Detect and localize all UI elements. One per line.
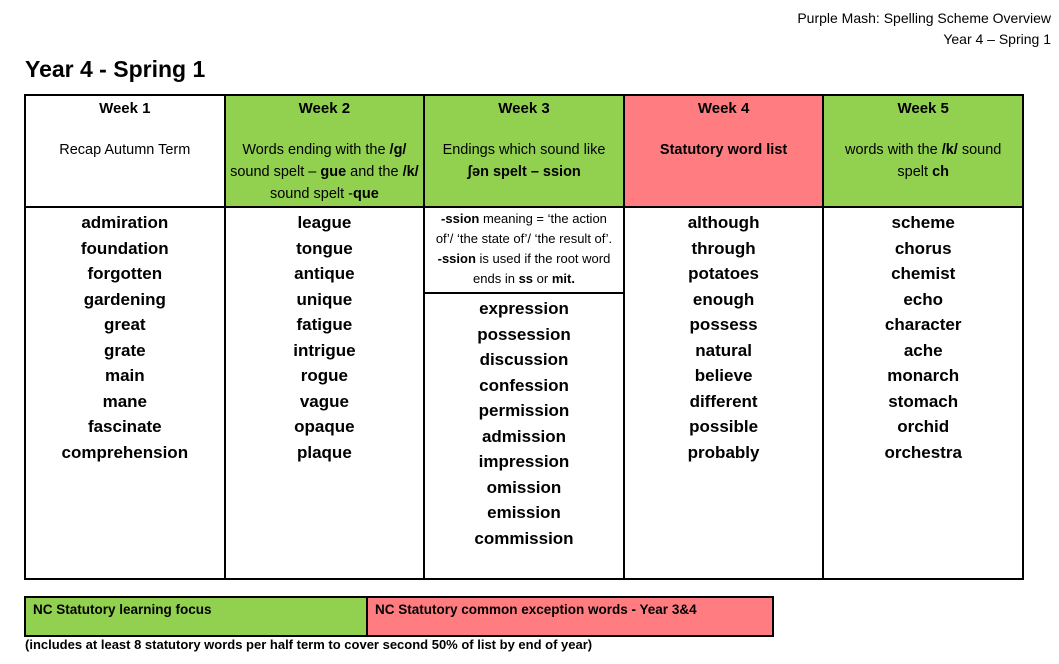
- spelling-word: forgotten: [87, 264, 163, 283]
- spelling-word: natural: [695, 340, 752, 360]
- week-4-words: although through potatoes enough possess natu…: [622, 206, 825, 580]
- spelling-word: enough: [692, 289, 755, 309]
- spelling-word: chorus: [894, 238, 952, 258]
- spelling-word: character: [884, 315, 962, 334]
- spelling-word: vague: [299, 391, 349, 411]
- spelling-word: unique: [296, 289, 353, 309]
- spelling-word: emission: [487, 503, 561, 522]
- spelling-word: mane: [102, 391, 147, 411]
- key-statutory-focus: NC Statutory learning focus: [24, 596, 368, 637]
- week-3-words: -ssion meaning = ‘the action of’/ ‘the s…: [423, 206, 625, 580]
- spelling-word: grate: [104, 340, 146, 360]
- week-2-description: Words ending with the /g/ sound spelt – …: [230, 142, 419, 202]
- week-4-description: Statutory word list: [659, 142, 788, 158]
- spelling-word: possession: [477, 324, 571, 344]
- spelling-word: stomach: [888, 391, 959, 411]
- week-5-words: scheme chorus chemist echo character ache mona…: [822, 206, 1024, 580]
- spelling-word: tongue: [296, 238, 353, 258]
- week-3-description: Endings which sound like ʃən spelt – ssi…: [442, 142, 606, 180]
- spelling-word: commission: [474, 528, 574, 548]
- week-4-header: Week 4 Statutory word list: [622, 94, 825, 208]
- week-1-header: Week 1 Recap Autumn Term: [24, 94, 226, 208]
- week-2-words: league tongue antique unique fatigue intrigue…: [223, 206, 426, 580]
- word-list-row: admiration foundation forgotten gardening gr…: [24, 206, 1024, 580]
- header-line-2: Year 4 – Spring 1: [943, 31, 1051, 47]
- week-3-label: Week 3: [498, 100, 550, 117]
- spelling-word: opaque: [294, 417, 355, 436]
- spelling-word: gardening: [83, 289, 166, 309]
- spelling-word: rogue: [300, 366, 348, 385]
- spelling-word: comprehension: [61, 442, 189, 462]
- week-5-header: Week 5 words with the /k/ sound spelt ch: [822, 94, 1024, 208]
- spelling-word: great: [104, 315, 146, 334]
- week-1-label: Week 1: [99, 100, 151, 117]
- spelling-word: possess: [689, 315, 758, 334]
- spelling-table: Week 1 Recap Autumn Term Week 2 Words en…: [24, 94, 1024, 580]
- spelling-word: discussion: [479, 350, 569, 369]
- spelling-word: potatoes: [688, 264, 759, 283]
- spelling-word: believe: [694, 366, 753, 385]
- spelling-word: scheme: [891, 213, 955, 232]
- spelling-word: probably: [687, 442, 760, 462]
- word-list: league tongue antique unique fatigue intrigue…: [226, 210, 424, 465]
- page-title: Year 4 - Spring 1: [25, 56, 206, 82]
- spelling-word: league: [297, 213, 352, 232]
- week-2-header: Week 2 Words ending with the /g/ sound s…: [223, 94, 426, 208]
- spelling-word: different: [689, 391, 758, 411]
- word-list: admiration foundation forgotten gardening gr…: [26, 210, 224, 465]
- spelling-word: chemist: [891, 264, 956, 283]
- spelling-word: plaque: [296, 442, 352, 462]
- spelling-word: foundation: [80, 238, 169, 258]
- week-5-description: words with the /k/ sound spelt ch: [844, 142, 1002, 180]
- spelling-word: omission: [486, 477, 562, 497]
- spelling-word: admiration: [81, 213, 169, 232]
- spelling-word: orchestra: [884, 442, 962, 462]
- spelling-word: admission: [481, 426, 567, 446]
- spelling-word: fatigue: [296, 315, 353, 334]
- week-2-label: Week 2: [298, 100, 351, 117]
- spelling-word: antique: [294, 264, 355, 283]
- week-4-label: Week 4: [697, 100, 750, 117]
- spelling-word: ache: [903, 340, 943, 360]
- spelling-word: intrigue: [293, 340, 356, 360]
- word-list: scheme chorus chemist echo character ache mona…: [824, 210, 1022, 465]
- spelling-word: impression: [478, 452, 570, 471]
- spelling-word: orchid: [897, 417, 950, 436]
- key-exception-words: NC Statutory common exception words - Ye…: [366, 596, 774, 637]
- spelling-word: permission: [478, 401, 570, 420]
- spelling-word: although: [687, 213, 760, 232]
- spelling-word: monarch: [887, 366, 960, 385]
- footer-note: (includes at least 8 statutory words per…: [25, 637, 593, 652]
- spelling-word: confession: [479, 375, 569, 395]
- week-1-description: Recap Autumn Term: [59, 142, 191, 158]
- document-header: Purple Mash: Spelling Scheme Overview Ye…: [797, 8, 1051, 50]
- spelling-word: through: [691, 238, 756, 258]
- spelling-word: main: [104, 366, 145, 385]
- word-list: although through potatoes enough possess natu…: [625, 210, 823, 465]
- week-header-row: Week 1 Recap Autumn Term Week 2 Words en…: [24, 94, 1024, 208]
- spelling-word: fascinate: [87, 417, 162, 436]
- ssion-rule-note: -ssion meaning = ‘the action of’/ ‘the s…: [425, 208, 623, 294]
- week-1-words: admiration foundation forgotten gardening gr…: [24, 206, 226, 580]
- week-5-label: Week 5: [897, 100, 949, 117]
- header-line-1: Purple Mash: Spelling Scheme Overview: [797, 10, 1051, 26]
- spelling-word: echo: [903, 289, 944, 309]
- colour-key: NC Statutory learning focus NC Statutory…: [24, 596, 774, 637]
- week-3-header: Week 3 Endings which sound like ʃən spel…: [423, 94, 625, 208]
- spelling-word: expression: [479, 299, 569, 318]
- spelling-word: possible: [689, 417, 759, 436]
- word-list: expression possession discussion confession…: [425, 296, 623, 551]
